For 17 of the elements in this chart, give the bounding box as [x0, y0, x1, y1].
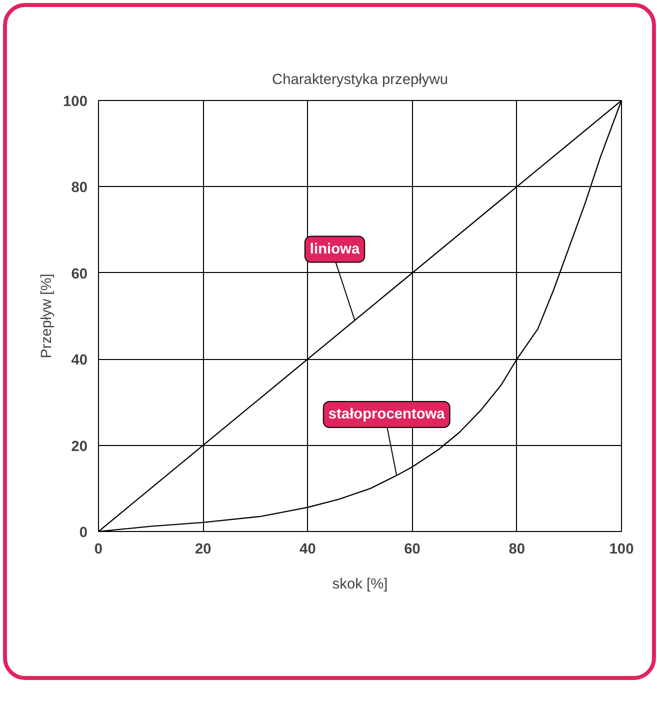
annotation: stałoprocentowa [328, 406, 446, 422]
y-tick-label: 100 [63, 94, 88, 110]
y-tick-label: 0 [79, 525, 88, 541]
x-tick-label: 20 [194, 542, 212, 558]
x-tick-label: 80 [508, 542, 526, 558]
y-axis-title: Przepływ [%] [39, 274, 56, 358]
x-axis-title: skok [%] [332, 576, 388, 592]
x-tick-label: 100 [609, 542, 634, 558]
x-tick-label: 60 [404, 542, 420, 558]
chart-title: Charakterystyka przepływu [272, 72, 448, 88]
y-tick-label: 60 [71, 266, 88, 282]
y-tick-label: 20 [71, 438, 88, 455]
annotation: liniowa [310, 241, 360, 258]
x-tick-label: 40 [300, 542, 316, 558]
y-tick-label: 80 [71, 180, 88, 196]
x-tick-label: 0 [94, 542, 103, 558]
y-tick-label: 40 [71, 352, 88, 369]
